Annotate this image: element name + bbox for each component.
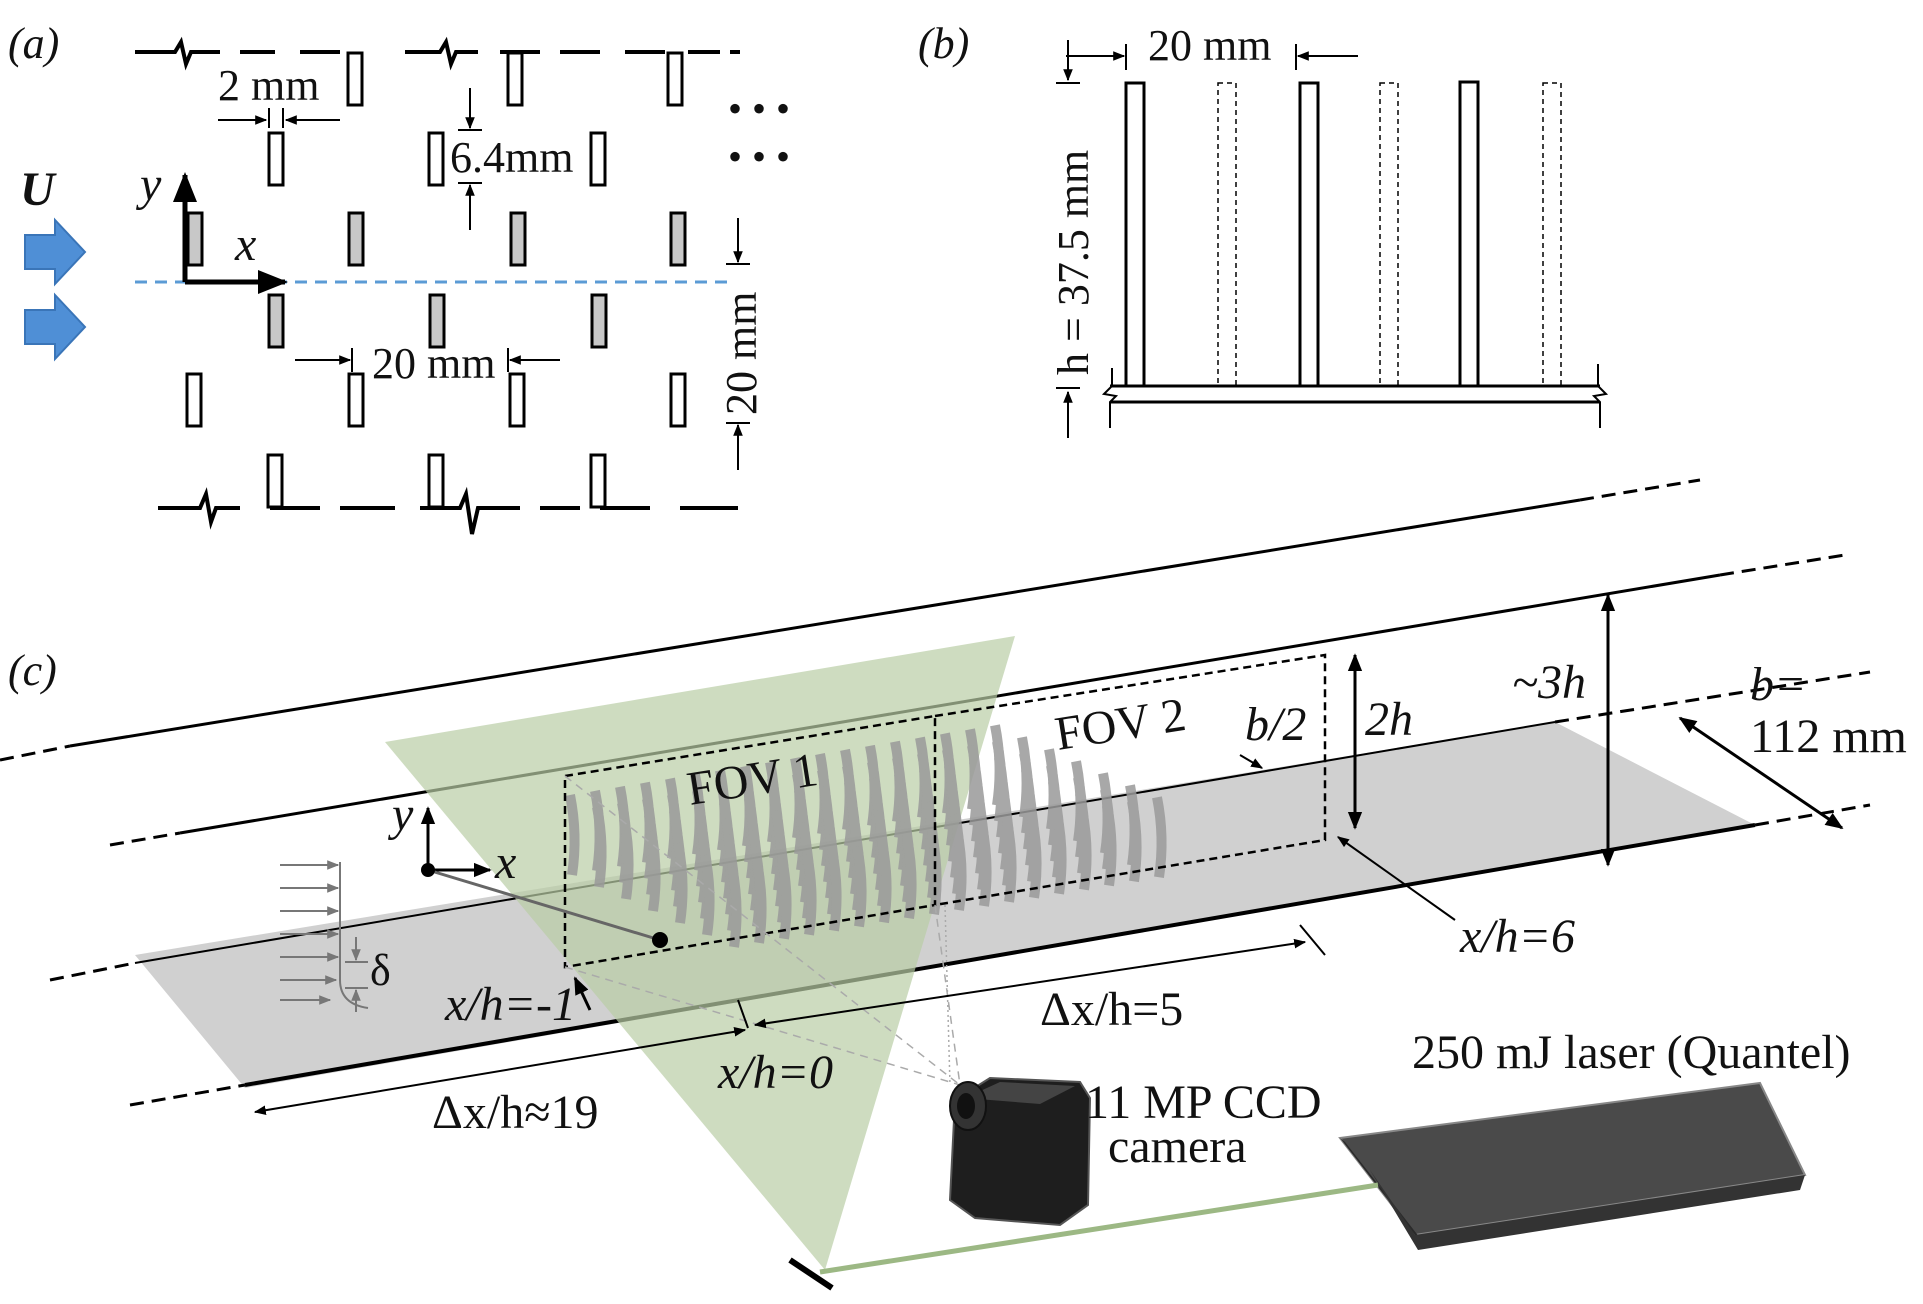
base-plate-b [1101, 364, 1609, 428]
roughness-element [952, 829, 967, 911]
dx19-arrow [253, 1027, 747, 1115]
axis-y-a: y [135, 158, 162, 211]
roughness-element [977, 825, 992, 907]
bottom-wall [158, 486, 738, 535]
xhm1-label: x/h=-1 [444, 978, 576, 1031]
roughness-element [727, 866, 742, 948]
roughness-element [852, 845, 867, 928]
dx19-label: Δx/h≈19 [432, 1086, 599, 1139]
dx5-label: Δx/h=5 [1040, 983, 1183, 1036]
half-span-arrow [1239, 754, 1264, 769]
flow-arrows [24, 217, 87, 362]
flow-label: U [20, 163, 57, 216]
roughness-element [902, 837, 917, 920]
velocity-profile [280, 860, 369, 1012]
roughness-element [700, 854, 715, 936]
roughness-element [827, 849, 842, 932]
fov2-label: FOV 2 [1051, 688, 1189, 761]
xh0-tick [737, 999, 749, 1029]
camera-label-2: camera [1108, 1120, 1247, 1173]
origin-dot [421, 863, 435, 877]
roughness-element [646, 830, 661, 912]
dim-2mm [218, 108, 340, 128]
ellipsis-bottom: • • • [728, 134, 790, 179]
laser-sheet [385, 636, 1015, 1270]
mirror [788, 1257, 834, 1291]
dim-pitch-b [1066, 44, 1358, 70]
span-arrow [1678, 716, 1844, 830]
dx5-arrow [753, 938, 1307, 1029]
xh0-label: x/h=0 [717, 1046, 833, 1099]
panel-a-label: (a) [8, 19, 59, 68]
roughness-element [1152, 796, 1167, 879]
dim-pitch-label: 20 mm [1148, 21, 1271, 70]
panel-c: (c) FOV 1 FOV 2 [0, 478, 1907, 1291]
axis-y-c: y [387, 788, 414, 841]
dim-6-4mm [458, 88, 482, 230]
camera [948, 1076, 1092, 1227]
laser [1338, 1081, 1807, 1250]
delta-label: δ [370, 946, 391, 995]
fov2-box [934, 653, 1327, 907]
b-label: b= [1750, 658, 1806, 711]
panel-b: (b) 20 mm [918, 19, 1609, 438]
dim-20mm-spanwise [726, 218, 750, 470]
roughness-element [565, 794, 580, 876]
xh6-label: x/h=6 [1459, 910, 1575, 963]
element-origin-dot [652, 932, 668, 948]
roughness-element [1052, 812, 1067, 895]
hollow-elements [185, 51, 687, 509]
dim-streamwise-label: 20 mm [372, 339, 495, 388]
xhm1-pointer [573, 976, 592, 1011]
roughness-element [673, 842, 688, 924]
dim-height-b [1056, 40, 1080, 438]
roughness-element [877, 841, 892, 924]
axis-x-a: x [234, 218, 256, 271]
laser-beam [819, 1182, 1379, 1275]
roughness-element [752, 861, 767, 944]
xh6-pointer [1337, 836, 1456, 921]
solid-elements-b [1124, 80, 1480, 388]
roughness-element [1002, 820, 1017, 903]
axis-x-c: x [494, 836, 516, 889]
dim-20mm-streamwise [295, 348, 560, 372]
dim-gap-label: 6.4mm [450, 133, 573, 182]
two-h-label: 2h [1365, 693, 1413, 746]
roughness-element [592, 806, 607, 888]
roughness-element [1077, 808, 1092, 891]
panel-b-label: (b) [918, 19, 969, 68]
roughness-element [802, 853, 817, 936]
half-span-label: b/2 [1245, 698, 1306, 751]
dx5-tick [1299, 924, 1326, 956]
dim-width-label: 2 mm [218, 61, 319, 110]
gray-elements [186, 211, 687, 349]
roughness-element [1127, 800, 1142, 883]
panel-c-label: (c) [8, 646, 57, 695]
axes-a [173, 172, 288, 294]
b-value: 112 mm [1750, 710, 1907, 763]
roughness-element [619, 818, 634, 900]
three-h-label: ~3h [1512, 656, 1586, 709]
dim-spanwise-label: 20 mm [717, 292, 766, 415]
axes-c [420, 806, 661, 942]
laser-label: 250 mJ laser (Quantel) [1412, 1026, 1851, 1079]
camera-label-1: 11 MP CCD [1085, 1076, 1322, 1129]
dashed-elements-b [1217, 82, 1562, 387]
panel-a: (a) [8, 19, 790, 535]
roughness-element [777, 857, 792, 940]
ellipsis-top: • • • [728, 86, 790, 131]
dim-height-label: h = 37.5 mm [1049, 150, 1098, 375]
roughness-element [1027, 816, 1042, 899]
roughness-element [1102, 804, 1117, 887]
